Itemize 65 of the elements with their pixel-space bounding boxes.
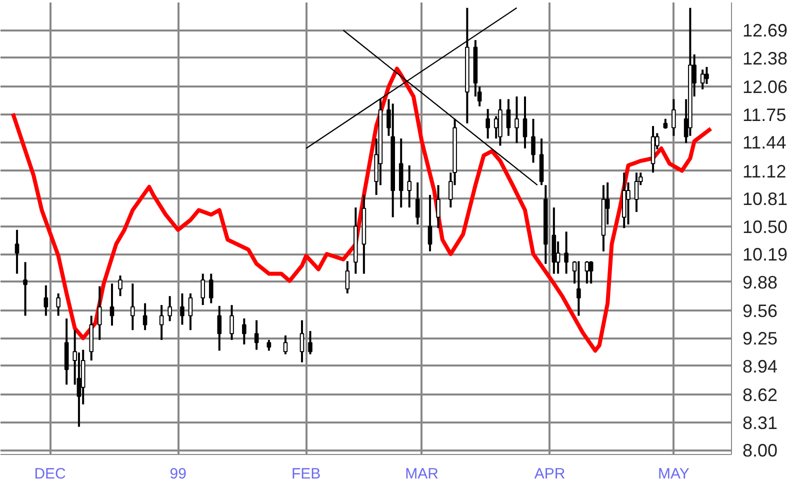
candlestick xyxy=(407,164,412,208)
y-tick-label: 8.62 xyxy=(742,385,778,406)
y-tick-label: 10.50 xyxy=(742,216,788,237)
candlestick xyxy=(415,181,420,226)
line-series xyxy=(10,66,713,353)
candlestick xyxy=(345,260,350,294)
x-tick-label: APR xyxy=(534,466,566,482)
x-tick-label: DEC xyxy=(34,466,66,482)
y-tick-label: 12.38 xyxy=(742,48,788,68)
candlestick xyxy=(217,304,222,352)
y-tick-label: 9.25 xyxy=(742,328,778,349)
candlestick xyxy=(436,184,440,230)
candlestick xyxy=(428,194,432,252)
y-tick-label: 9.56 xyxy=(742,300,778,321)
candlestick xyxy=(300,319,304,364)
y-tick-label: 11.12 xyxy=(742,161,786,182)
candlestick xyxy=(180,292,184,326)
candlestick xyxy=(118,274,122,298)
candlestick xyxy=(672,98,676,137)
candlestick xyxy=(14,228,20,275)
candlestick xyxy=(188,292,193,332)
candlestick xyxy=(700,68,705,90)
candlestick xyxy=(56,292,60,317)
y-tick-label: 8.94 xyxy=(742,356,778,376)
candlestick xyxy=(626,181,630,226)
candlestick xyxy=(159,304,164,341)
candlestick xyxy=(44,284,48,317)
candlestick xyxy=(588,260,594,285)
y-tick-label: 9.88 xyxy=(742,272,778,292)
y-tick-label: 10.81 xyxy=(742,189,788,210)
y-tick-label: 12.69 xyxy=(742,20,788,41)
candlestick xyxy=(200,272,206,306)
candlestick xyxy=(704,66,709,85)
candlestick xyxy=(308,330,312,356)
candlestick xyxy=(168,295,172,322)
x-tick-label: MAY xyxy=(658,466,690,482)
candlestick xyxy=(576,260,581,317)
x-tick-label: 99 xyxy=(170,466,186,482)
candlestick xyxy=(283,334,288,356)
candlestick xyxy=(142,302,148,332)
candlestick xyxy=(230,304,234,341)
candlestick xyxy=(110,282,114,327)
y-tick-label: 11.44 xyxy=(742,132,786,153)
candlestick xyxy=(130,282,135,332)
candlestick xyxy=(564,230,568,275)
candlestick xyxy=(242,317,246,346)
candlestick xyxy=(23,261,28,317)
candlestick xyxy=(266,338,272,352)
y-tick-label: 12.06 xyxy=(742,77,788,98)
candlestick xyxy=(254,319,259,351)
candlestick xyxy=(634,172,639,213)
x-tick-label: MAR xyxy=(405,466,439,482)
y-tick-label: 11.75 xyxy=(742,104,786,125)
candlestick xyxy=(514,95,519,144)
x-tick-label: FEB xyxy=(292,466,321,482)
y-tick-label: 8.31 xyxy=(742,412,778,433)
y-tick-label: 10.19 xyxy=(742,244,788,265)
candlestick xyxy=(531,118,536,164)
candlestick xyxy=(506,98,511,137)
y-tick-label: 8.00 xyxy=(742,440,778,461)
candlestick xyxy=(522,95,528,150)
candlestick xyxy=(486,108,490,140)
candlestick xyxy=(584,260,590,285)
candlestick xyxy=(208,272,214,304)
candlestick xyxy=(97,285,102,341)
